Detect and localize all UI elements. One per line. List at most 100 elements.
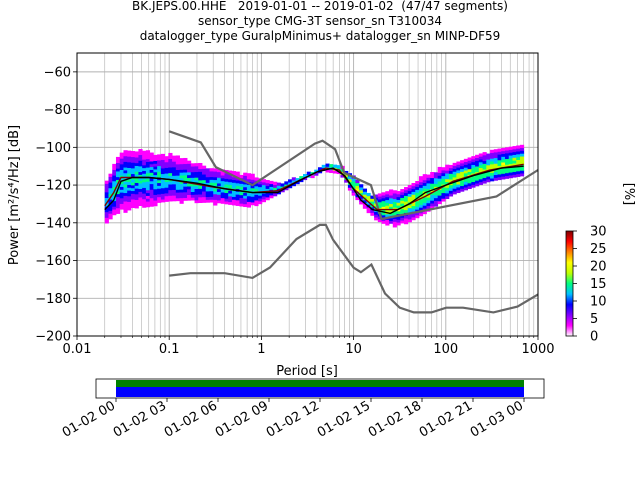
ppsd-cell: [445, 164, 450, 168]
ppsd-cell: [519, 156, 525, 160]
ppsd-cell: [411, 194, 416, 198]
ppsd-cell: [138, 202, 143, 207]
ppsd-cell: [145, 189, 151, 194]
ppsd-cell: [303, 174, 308, 178]
ppsd-cell: [160, 199, 166, 203]
ppsd-cell: [123, 153, 128, 157]
ppsd-cell: [142, 162, 147, 166]
colorbar-tick-label: 5: [590, 312, 598, 327]
ppsd-cell: [426, 191, 431, 195]
ppsd-cell: [123, 206, 128, 211]
ppsd-cell: [471, 161, 476, 166]
ppsd-cell: [460, 168, 465, 172]
ppsd-cell: [512, 148, 517, 153]
ppsd-cell: [478, 173, 483, 177]
ppsd-cell: [194, 168, 199, 173]
ppsd-cell: [179, 169, 184, 173]
ppsd-cell: [265, 182, 270, 187]
ppsd-cell: [246, 201, 252, 205]
ppsd-cell: [202, 185, 207, 189]
ppsd-cell: [254, 177, 259, 181]
ppsd-cell: [389, 192, 394, 196]
ppsd-cell: [445, 167, 450, 171]
ppsd-cell: [112, 178, 117, 182]
ppsd-cell: [164, 190, 169, 194]
ppsd-cell: [123, 195, 128, 199]
ppsd-cell: [153, 163, 158, 167]
ppsd-cell: [456, 189, 461, 194]
ppsd-cell: [108, 173, 113, 177]
ppsd-cell: [224, 172, 229, 177]
ppsd-cell: [411, 214, 416, 218]
ppsd-cell: [235, 199, 240, 204]
ppsd-cell: [501, 156, 506, 160]
ppsd-cell: [501, 147, 506, 152]
ppsd-cell: [231, 199, 237, 203]
ppsd-cell: [228, 176, 233, 180]
ppsd-cell: [183, 157, 188, 162]
ppsd-cell: [516, 159, 521, 163]
ppsd-cell: [265, 185, 270, 189]
ppsd-cell: [187, 163, 192, 167]
ppsd-cell: [172, 155, 177, 159]
ppsd-cell: [183, 172, 188, 176]
y-tick-label: −200: [35, 330, 71, 345]
ppsd-cell: [119, 155, 124, 159]
ppsd-cell: [448, 164, 454, 169]
ppsd-cell: [411, 188, 416, 192]
ppsd-cell: [239, 183, 244, 187]
ppsd-cell: [209, 193, 214, 197]
ppsd-cell: [482, 152, 487, 156]
ppsd-cell: [172, 172, 177, 176]
ppsd-cell: [418, 184, 424, 188]
ppsd-cell: [273, 193, 278, 197]
ppsd-cell: [422, 176, 427, 181]
y-tick-label: −100: [35, 141, 71, 156]
ppsd-cell: [396, 222, 401, 226]
ppsd-cell: [115, 159, 121, 163]
ppsd-cell: [475, 180, 480, 184]
ppsd-cell: [157, 160, 162, 164]
ppsd-cell: [228, 190, 233, 194]
ppsd-cell: [205, 188, 210, 192]
ppsd-cell: [108, 204, 113, 209]
ppsd-cell: [183, 186, 188, 190]
ppsd-cell: [115, 179, 121, 183]
ppsd-cell: [194, 165, 199, 170]
ppsd-cell: [261, 187, 267, 191]
ppsd-cell: [433, 177, 439, 182]
ppsd-cell: [164, 181, 169, 185]
ppsd-cell: [452, 182, 457, 186]
ppsd-cell: [216, 183, 222, 187]
ppsd-cell: [142, 159, 147, 163]
ppsd-cell: [385, 222, 390, 226]
ppsd-cell: [243, 183, 248, 188]
ppsd-cell: [400, 208, 405, 213]
ppsd-cell: [355, 188, 360, 192]
ppsd-cell: [213, 202, 218, 206]
ppsd-cell: [433, 200, 439, 204]
ppsd-cell: [160, 182, 166, 186]
ppsd-cell: [142, 156, 147, 160]
ppsd-cell: [246, 204, 252, 208]
ppsd-cell: [123, 209, 128, 213]
ppsd-cell: [220, 180, 225, 184]
timeline-tick-label: 01-02 18: [366, 398, 424, 440]
ppsd-cell: [445, 170, 450, 174]
ppsd-cell: [404, 198, 409, 202]
ppsd-cell: [190, 180, 195, 184]
ppsd-cell: [445, 184, 450, 188]
ppsd-cell: [415, 189, 420, 193]
ppsd-cell: [168, 181, 173, 185]
ppsd-cell: [213, 171, 218, 175]
noise-model-nlnm: [169, 223, 538, 314]
x-tick-label: 0.1: [159, 342, 180, 357]
ppsd-cell: [433, 197, 439, 201]
ppsd-cell: [418, 207, 424, 211]
ppsd-cell: [175, 192, 180, 196]
ppsd-cell: [134, 188, 139, 192]
ppsd-cell: [519, 173, 525, 177]
ppsd-cell: [220, 194, 225, 199]
timeline-tick-label: 01-02 15: [315, 398, 373, 440]
ppsd-cell: [336, 165, 341, 169]
